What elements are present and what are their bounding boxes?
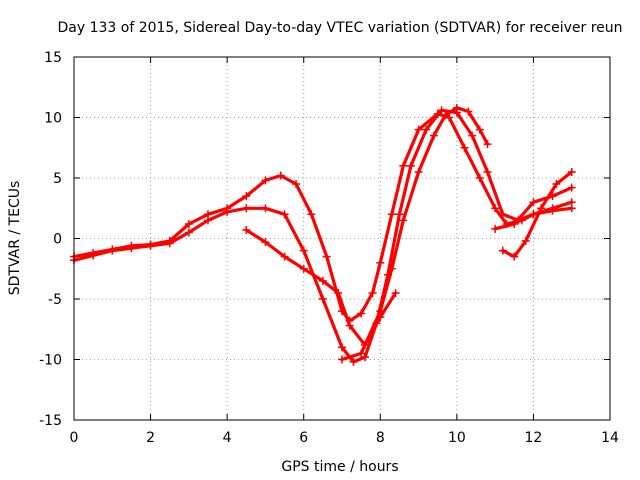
- data-point-marker: [276, 171, 285, 180]
- data-point-marker: [322, 252, 331, 261]
- x-axis-title: GPS time / hours: [281, 459, 398, 475]
- series-group: [70, 103, 576, 366]
- y-tick-label: 5: [53, 171, 62, 187]
- data-point-marker: [357, 349, 366, 358]
- data-point-marker: [184, 228, 193, 237]
- data-point-marker: [468, 131, 477, 140]
- y-tick-label: -5: [48, 292, 62, 308]
- data-point-marker: [475, 125, 484, 134]
- data-point-marker: [475, 174, 484, 182]
- data-point-marker: [483, 140, 492, 149]
- data-point-marker: [464, 107, 473, 116]
- data-point-marker: [127, 244, 136, 253]
- data-point-marker: [242, 204, 251, 213]
- data-point-marker: [280, 252, 289, 261]
- data-point-marker: [299, 264, 308, 273]
- data-point-marker: [537, 204, 546, 213]
- data-point-marker: [360, 353, 369, 362]
- data-point-marker: [441, 111, 450, 120]
- data-point-marker: [429, 131, 438, 140]
- series-line-trace-1: [72, 112, 574, 323]
- y-tick-label: 10: [44, 111, 62, 127]
- data-point-marker: [338, 355, 346, 364]
- data-point-marker: [261, 238, 270, 247]
- data-point-marker: [548, 206, 557, 215]
- data-point-marker: [414, 167, 423, 176]
- data-point-marker: [491, 224, 500, 233]
- data-point-marker: [552, 180, 561, 189]
- x-tick-label: 12: [525, 430, 543, 446]
- data-point-marker: [521, 236, 530, 245]
- data-point-marker: [567, 167, 576, 176]
- chart-title: Day 133 of 2015, Sidereal Day-to-day VTE…: [57, 20, 622, 36]
- data-point-marker: [307, 210, 316, 219]
- data-point-marker: [165, 239, 174, 248]
- y-tick-label: 15: [44, 50, 62, 66]
- data-point-marker: [146, 241, 155, 250]
- data-point-marker: [529, 210, 538, 219]
- data-point-marker: [261, 176, 270, 185]
- data-point-marker: [483, 167, 492, 176]
- data-point-marker: [108, 246, 117, 255]
- data-point-marker: [349, 357, 358, 366]
- y-tick-label: -15: [39, 413, 62, 429]
- data-point-marker: [376, 307, 385, 316]
- data-point-marker: [406, 161, 415, 170]
- data-point-marker: [345, 321, 354, 330]
- x-tick-label: 8: [376, 430, 385, 446]
- series-line-trace-2: [72, 108, 574, 364]
- data-point-marker: [387, 210, 396, 219]
- data-point-marker: [223, 207, 232, 216]
- x-tick-label: 14: [601, 430, 619, 446]
- data-point-marker: [89, 251, 98, 260]
- grid: [74, 57, 610, 420]
- data-point-marker: [368, 288, 377, 297]
- data-point-marker: [399, 216, 408, 225]
- data-point-marker: [452, 103, 461, 112]
- data-point-marker: [387, 264, 396, 273]
- data-point-marker: [318, 295, 327, 303]
- data-point-marker: [399, 161, 408, 170]
- x-tick-label: 6: [299, 430, 308, 446]
- data-point-marker: [529, 198, 538, 207]
- data-point-marker: [567, 183, 576, 192]
- data-point-marker: [242, 226, 251, 235]
- data-point-marker: [280, 210, 289, 219]
- x-tick-label: 10: [448, 430, 466, 446]
- data-point-marker: [242, 192, 251, 201]
- data-point-marker: [391, 288, 400, 297]
- data-point-marker: [414, 125, 423, 134]
- y-tick-label: 0: [53, 232, 62, 248]
- data-point-marker: [261, 204, 270, 213]
- series-line-trace-4: [340, 106, 490, 362]
- data-point-marker: [334, 288, 343, 297]
- data-point-marker: [395, 210, 404, 219]
- data-point-marker: [437, 106, 446, 115]
- x-tick-label: 0: [70, 430, 79, 446]
- data-point-marker: [357, 309, 366, 318]
- data-point-marker: [338, 343, 346, 352]
- data-point-marker: [498, 246, 507, 255]
- data-point-marker: [510, 219, 519, 228]
- y-axis-title: SDTVAR / TECUs: [7, 181, 23, 296]
- data-point-marker: [510, 252, 519, 261]
- tick-group: 0 2 4 6 8 10 12 14 -15 -10 -5 0 5 10 15: [39, 50, 619, 446]
- data-point-marker: [184, 219, 193, 228]
- x-tick-label: 4: [223, 430, 232, 446]
- data-point-marker: [292, 180, 301, 189]
- data-point-marker: [204, 216, 212, 225]
- data-point-marker: [318, 276, 327, 285]
- data-point-marker: [567, 204, 576, 213]
- x-tick-label: 2: [146, 430, 155, 446]
- data-point-marker: [548, 192, 557, 201]
- data-point-marker: [498, 210, 507, 219]
- series-line-trace-5: [501, 170, 574, 259]
- data-point-marker: [299, 246, 308, 255]
- data-point-marker: [422, 125, 431, 134]
- data-point-marker: [491, 204, 500, 213]
- data-point-marker: [376, 258, 385, 267]
- data-point-marker: [460, 143, 469, 152]
- y-tick-label: -10: [39, 353, 62, 369]
